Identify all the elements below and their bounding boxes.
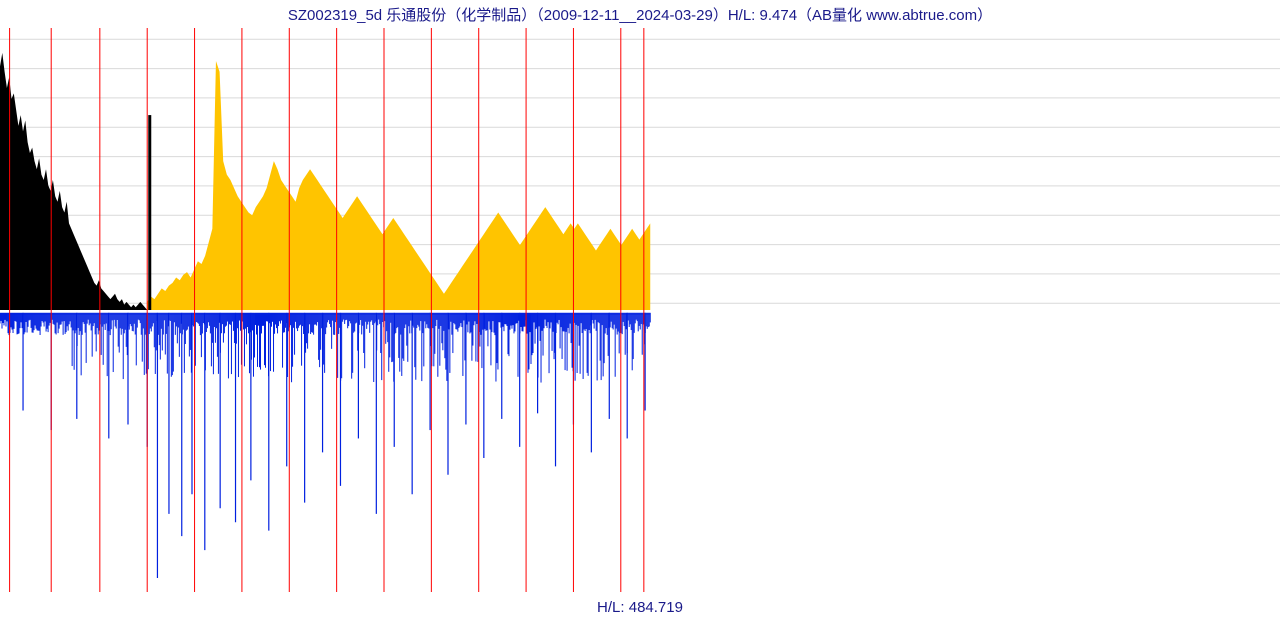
- chart-title: SZ002319_5d 乐通股份（化学制品）（2009-12-11__2024-…: [0, 4, 1280, 25]
- chart-svg: [0, 28, 1280, 592]
- chart-area: [0, 28, 1280, 592]
- bottom-hl-label: H/L: 484.719: [0, 599, 1280, 616]
